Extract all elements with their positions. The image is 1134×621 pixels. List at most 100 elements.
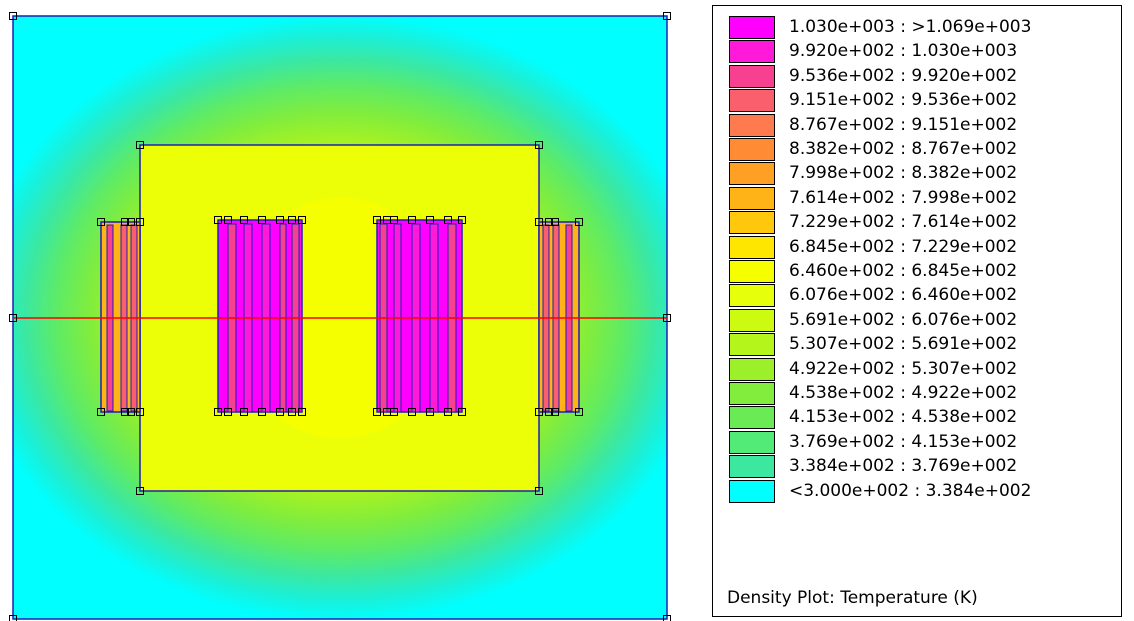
legend-entry: 5.691e+002 : 6.076e+002 (729, 308, 1109, 332)
node-marker (288, 216, 296, 224)
node-marker (127, 218, 135, 226)
node-marker (545, 408, 553, 416)
legend-swatch (729, 89, 775, 113)
legend: 1.030e+003 : >1.069e+003 9.920e+002 : 1.0… (712, 5, 1122, 617)
node-marker (575, 408, 583, 416)
legend-title: Density Plot: Temperature (K) (727, 588, 978, 608)
node-marker (373, 408, 381, 416)
legend-range-label: 8.767e+002 : 9.151e+002 (789, 114, 1018, 135)
legend-entry: 3.769e+002 : 4.153e+002 (729, 430, 1109, 454)
legend-swatch (729, 162, 775, 186)
node-marker (258, 408, 266, 416)
node-marker (408, 408, 416, 416)
legend-swatch (729, 138, 775, 161)
node-marker (121, 408, 129, 416)
node-marker (535, 218, 543, 226)
legend-swatch (729, 357, 775, 381)
legend-swatch (729, 308, 775, 332)
legend-entry: 6.845e+002 : 7.229e+002 (729, 235, 1109, 259)
legend-swatch (729, 382, 775, 405)
node-marker (373, 216, 381, 224)
legend-entry: 9.920e+002 : 1.030e+003 (729, 39, 1109, 64)
legend-entry: 7.614e+002 : 7.998e+002 (729, 186, 1109, 210)
node-marker (575, 218, 583, 226)
node-marker (9, 12, 17, 20)
node-marker (276, 216, 284, 224)
legend-entry: 4.538e+002 : 4.922e+002 (729, 381, 1109, 405)
node-marker (9, 615, 17, 621)
node-marker (298, 216, 306, 224)
legend-entry: 4.922e+002 : 5.307e+002 (729, 357, 1109, 381)
node-marker (127, 408, 135, 416)
legend-range-label: 6.845e+002 : 7.229e+002 (789, 236, 1018, 257)
node-marker (390, 408, 398, 416)
legend-entry: 6.076e+002 : 6.460e+002 (729, 283, 1109, 308)
legend-range-label: 9.151e+002 : 9.536e+002 (789, 90, 1018, 111)
node-marker (224, 408, 232, 416)
node-marker (258, 216, 266, 224)
legend-range-label: 6.460e+002 : 6.845e+002 (789, 261, 1018, 281)
legend-swatch (729, 406, 775, 430)
node-marker (136, 408, 144, 416)
density-plot (9, 12, 671, 621)
legend-entry: 4.153e+002 : 4.538e+002 (729, 405, 1109, 430)
node-marker (214, 408, 222, 416)
node-marker (444, 408, 452, 416)
node-marker (298, 408, 306, 416)
right-outer-winding (538, 221, 580, 413)
legend-entry: 6.460e+002 : 6.845e+002 (729, 259, 1109, 283)
legend-swatch (729, 284, 775, 308)
node-marker (551, 408, 559, 416)
legend-swatch (729, 260, 775, 283)
legend-range-label: <3.000e+002 : 3.384e+002 (789, 480, 1032, 501)
legend-entry: 7.229e+002 : 7.614e+002 (729, 210, 1109, 235)
legend-range-label: 8.382e+002 : 8.767e+002 (789, 139, 1018, 159)
legend-swatch (729, 235, 775, 259)
node-marker (663, 12, 671, 20)
node-marker (551, 218, 559, 226)
legend-range-label: 7.614e+002 : 7.998e+002 (789, 187, 1018, 208)
node-marker (240, 408, 248, 416)
node-marker (663, 314, 671, 322)
legend-entry: 1.030e+003 : >1.069e+003 (729, 15, 1109, 39)
legend-entry: 8.382e+002 : 8.767e+002 (729, 137, 1109, 161)
node-marker (136, 218, 144, 226)
node-marker (545, 218, 553, 226)
node-marker (458, 216, 466, 224)
legend-entry: 8.767e+002 : 9.151e+002 (729, 113, 1109, 137)
legend-swatch (729, 479, 775, 503)
legend-swatch (729, 40, 775, 64)
node-marker (121, 218, 129, 226)
node-marker (426, 408, 434, 416)
node-marker (136, 141, 144, 149)
legend-entry: 3.384e+002 : 3.769e+002 (729, 454, 1109, 479)
legend-entry: <3.000e+002 : 3.384e+002 (729, 479, 1109, 503)
legend-range-label: 3.769e+002 : 4.153e+002 (789, 431, 1018, 452)
node-markers (9, 12, 671, 621)
legend-swatch (729, 430, 775, 454)
legend-swatch (729, 16, 775, 39)
node-marker (390, 216, 398, 224)
legend-swatch (729, 186, 775, 210)
legend-range-label: 9.536e+002 : 9.920e+002 (789, 65, 1018, 86)
node-marker (224, 216, 232, 224)
node-marker (276, 408, 284, 416)
node-marker (136, 487, 144, 495)
node-marker (9, 314, 17, 322)
legend-entry: 9.536e+002 : 9.920e+002 (729, 64, 1109, 88)
node-marker (408, 216, 416, 224)
legend-swatch (729, 333, 775, 357)
legend-swatch (729, 455, 775, 479)
legend-range-label: 3.384e+002 : 3.769e+002 (789, 456, 1018, 477)
node-marker (444, 216, 452, 224)
node-marker (214, 216, 222, 224)
node-marker (535, 408, 543, 416)
legend-range-label: 1.030e+003 : >1.069e+003 (789, 17, 1032, 37)
legend-entry: 7.998e+002 : 8.382e+002 (729, 161, 1109, 186)
legend-entry: 5.307e+002 : 5.691e+002 (729, 332, 1109, 357)
node-marker (458, 408, 466, 416)
legend-range-label: 6.076e+002 : 6.460e+002 (789, 285, 1018, 306)
legend-range-label: 7.998e+002 : 8.382e+002 (789, 163, 1018, 184)
left-inner-winding (217, 219, 303, 413)
legend-range-label: 9.920e+002 : 1.030e+003 (789, 41, 1018, 62)
